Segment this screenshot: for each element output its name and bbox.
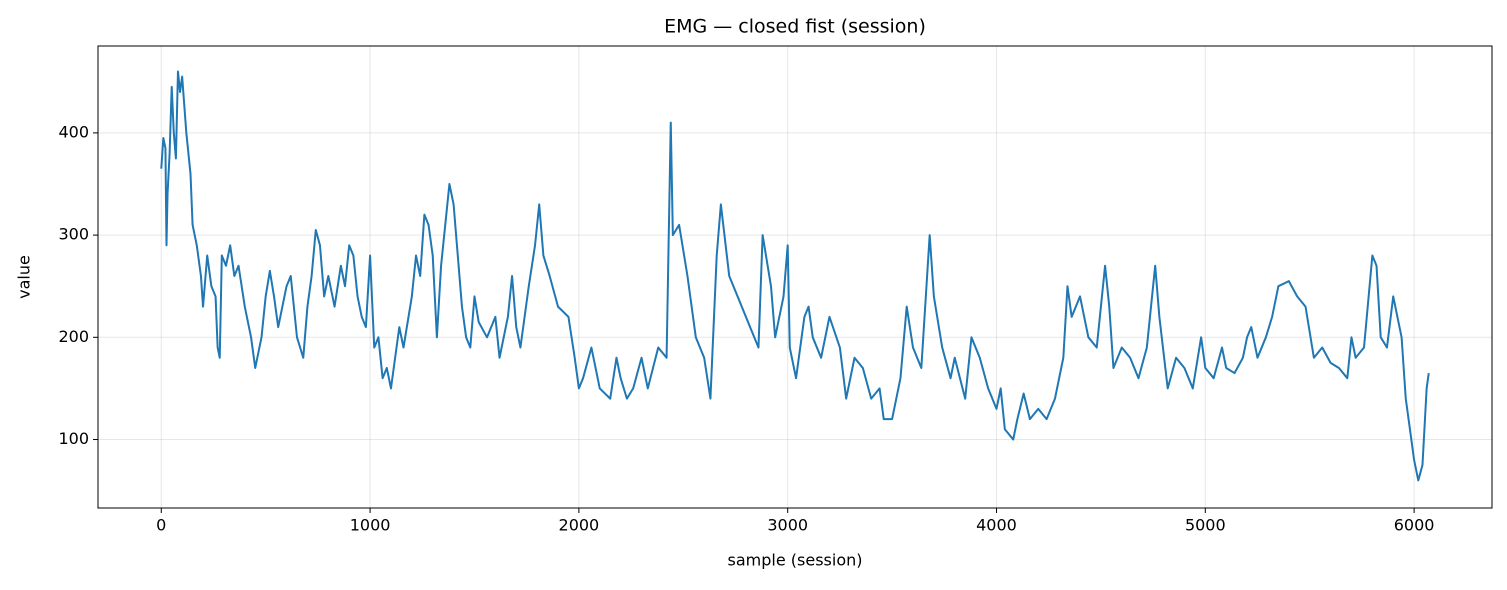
x-tick-label: 6000 (1394, 516, 1435, 535)
x-tick-label: 5000 (1185, 516, 1226, 535)
y-axis-label: value (15, 255, 34, 299)
y-tick-label: 400 (58, 122, 89, 141)
data-line (160, 70, 1430, 482)
y-tick-label: 300 (58, 225, 89, 244)
x-tick-label: 2000 (559, 516, 600, 535)
x-tick-label: 1000 (350, 516, 391, 535)
y-tick-label: 100 (58, 429, 89, 448)
x-tick-label: 0 (156, 516, 166, 535)
y-tick-label: 200 (58, 327, 89, 346)
chart-title: EMG — closed fist (session) (664, 16, 926, 38)
plot-frame (97, 45, 1493, 509)
x-tick-label: 4000 (976, 516, 1017, 535)
x-axis-label: sample (session) (728, 551, 863, 570)
x-tick-label: 3000 (767, 516, 808, 535)
